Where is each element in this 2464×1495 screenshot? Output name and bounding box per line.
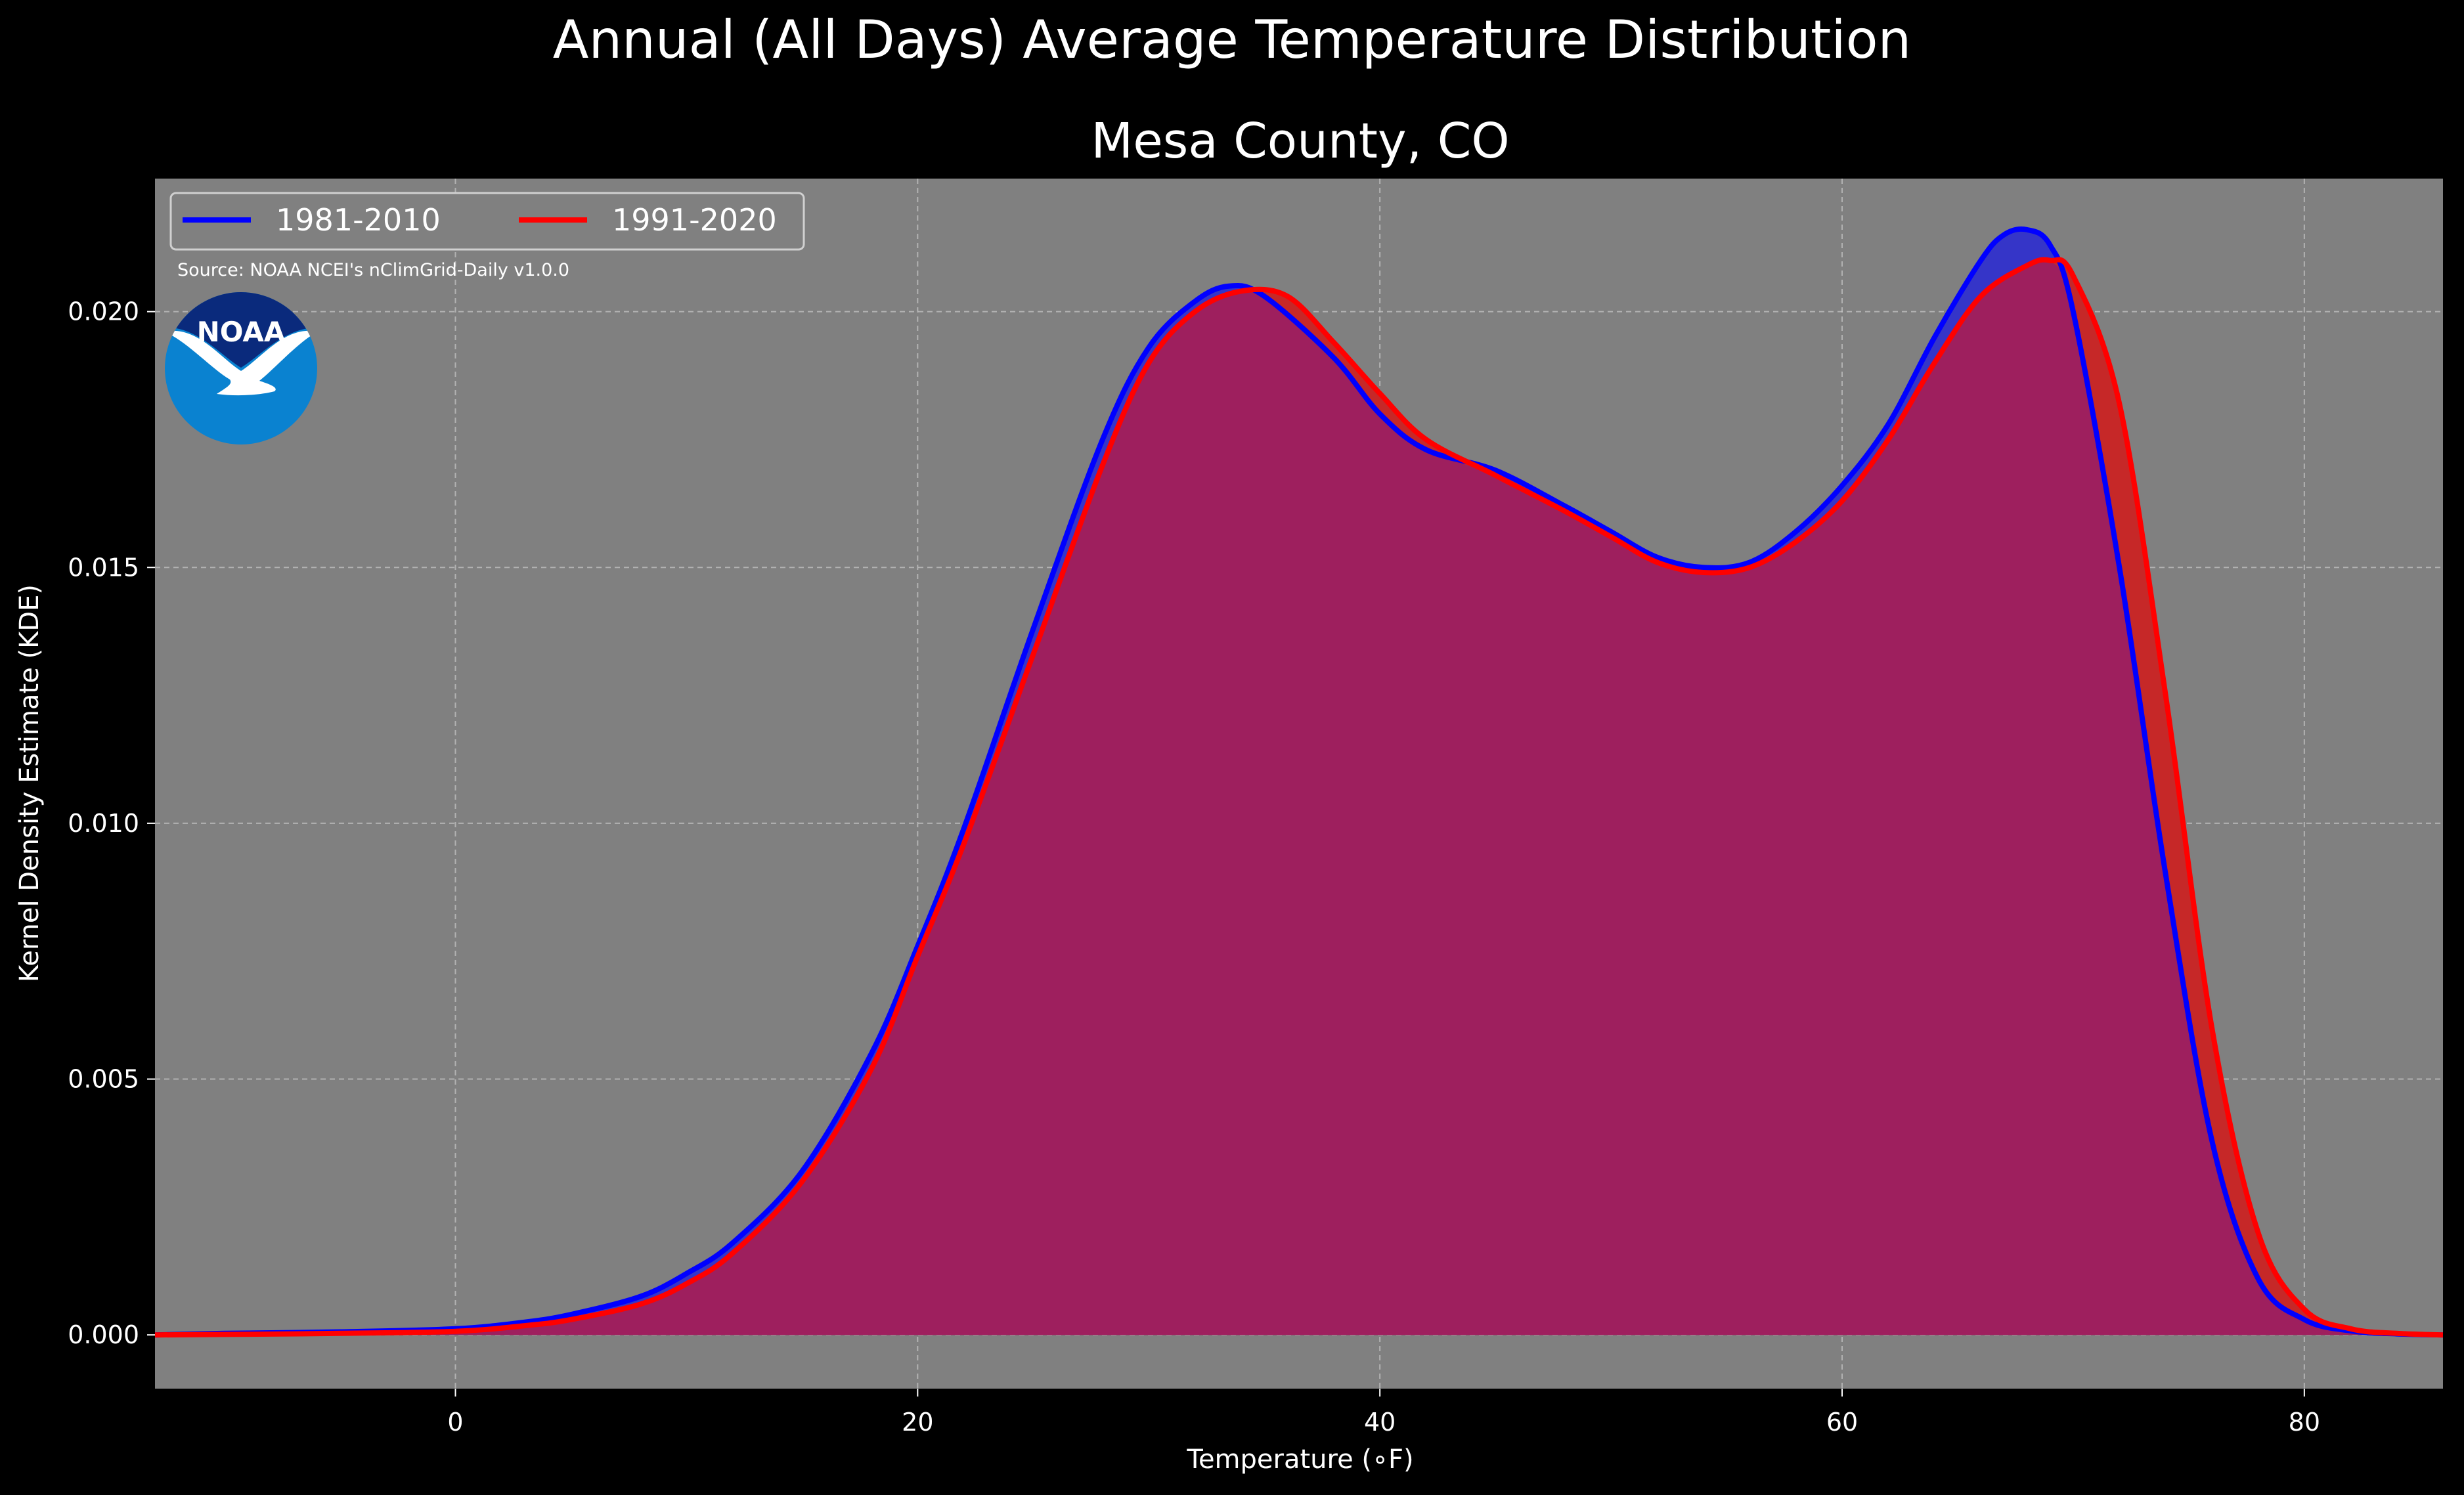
x-tick-label: 60 [1826,1408,1858,1437]
legend-frame [169,192,805,251]
chart-suptitle: Annual (All Days) Average Temperature Di… [553,9,1911,70]
x-axis-ticks: 0 20 40 60 80 [447,1389,2320,1437]
chart-title: Mesa County, CO [1091,113,1509,169]
x-tick-label: 20 [902,1408,933,1437]
noaa-logo-text: NOAA [197,316,286,348]
y-tick-label: 0.000 [68,1320,139,1349]
legend-label-1991-2020: 1991-2020 [612,202,777,238]
x-tick-label: 80 [2289,1408,2320,1437]
x-tick-label: 0 [447,1408,463,1437]
y-tick-label: 0.010 [68,809,139,838]
legend: 1981-2010 1991-2020 [169,192,805,251]
y-axis-ticks: 0.000 0.005 0.010 0.015 0.020 [68,297,155,1349]
y-tick-label: 0.015 [68,553,139,582]
x-tick-label: 40 [1364,1408,1396,1437]
series-line-1991-2020 [155,257,2443,1338]
y-tick-label: 0.020 [68,297,139,326]
series-overlap-fill [155,257,2443,1335]
legend-label-1981-2010: 1981-2010 [276,202,441,238]
source-note: Source: NOAA NCEI's nClimGrid-Daily v1.0… [177,260,569,280]
y-axis-label: Kernel Density Estimate (KDE) [14,584,45,982]
y-tick-label: 0.005 [68,1065,139,1094]
x-axis-label: Temperature (∘F) [1186,1444,1413,1475]
